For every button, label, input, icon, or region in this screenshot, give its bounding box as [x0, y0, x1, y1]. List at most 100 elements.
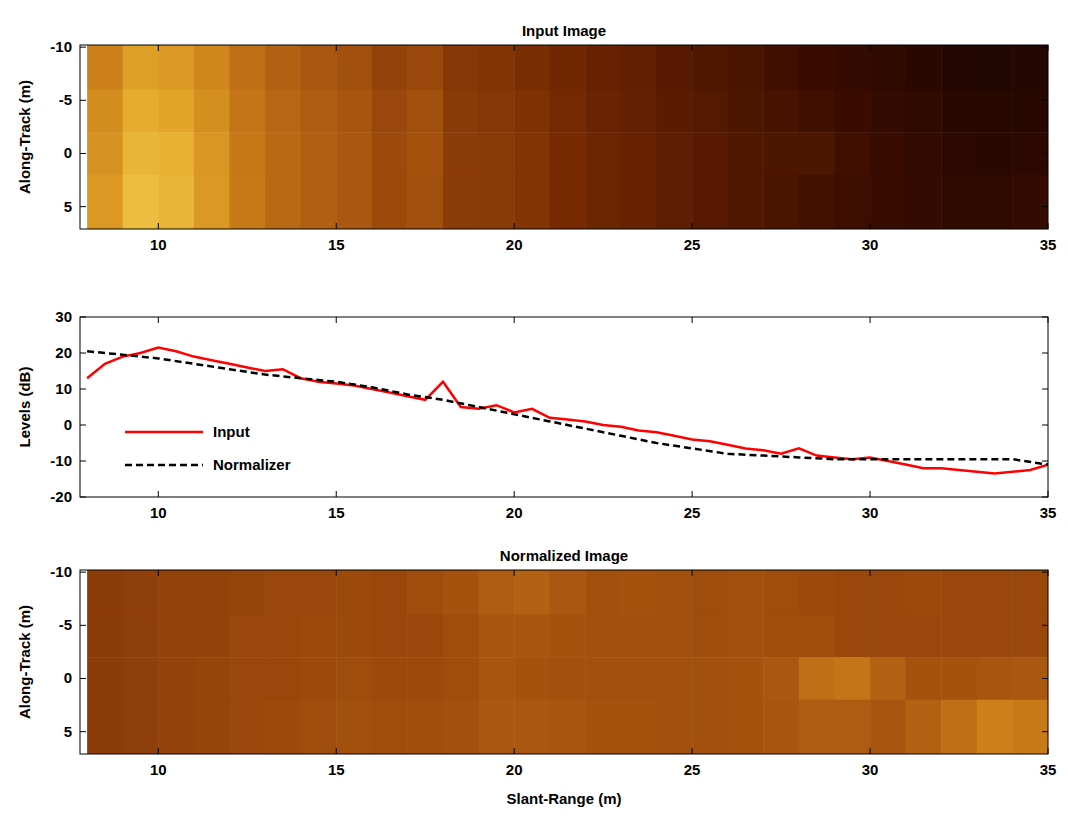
- heatmap-cell: [799, 132, 835, 175]
- heatmap-cell: [265, 570, 301, 615]
- y-tick: [80, 625, 86, 626]
- x-tick: [692, 45, 693, 51]
- x-tick-label: 10: [150, 236, 167, 253]
- heatmap-cell: [407, 175, 443, 229]
- heatmap-cell: [692, 132, 728, 175]
- heatmap-cell: [123, 657, 159, 700]
- x-tick-label: 25: [684, 236, 701, 253]
- heatmap-cell: [728, 700, 764, 754]
- heatmap-cell: [692, 45, 728, 90]
- heatmap-cell: [336, 175, 372, 229]
- x-tick: [692, 223, 693, 229]
- heatmap-cell: [657, 700, 693, 754]
- y-tick-label: -20: [50, 488, 72, 505]
- x-tick: [158, 748, 159, 754]
- heatmap-cell: [728, 570, 764, 615]
- y-tick: [80, 425, 86, 426]
- heatmap-cell: [479, 570, 515, 615]
- heatmap-cell: [906, 132, 942, 175]
- x-tick-label: 15: [328, 504, 345, 521]
- heatmap-cell: [799, 570, 835, 615]
- heatmap-cell: [941, 90, 977, 133]
- x-tick: [514, 491, 515, 497]
- y-tick: [1042, 625, 1048, 626]
- y-tick-label: 0: [64, 416, 72, 433]
- heatmap-cell: [906, 657, 942, 700]
- heatmap-cell: [763, 615, 799, 658]
- x-tick: [1048, 223, 1049, 229]
- heatmap-cell: [977, 175, 1013, 229]
- heatmap-cell: [728, 132, 764, 175]
- x-tick-label: 35: [1040, 761, 1057, 778]
- heatmap-cell: [229, 700, 265, 754]
- heatmap-cell: [977, 657, 1013, 700]
- heatmap-cell: [1012, 90, 1048, 133]
- y-tick: [1042, 353, 1048, 354]
- heatmap-cell: [550, 657, 586, 700]
- x-tick: [1048, 491, 1049, 497]
- heatmap-cell: [514, 175, 550, 229]
- heatmap-cell: [728, 657, 764, 700]
- heatmap-cell: [301, 90, 337, 133]
- heatmap-cell: [834, 45, 870, 90]
- x-tick: [1048, 317, 1049, 323]
- heatmap-cell: [692, 90, 728, 133]
- x-tick-label: 20: [506, 504, 523, 521]
- heatmap-cell: [123, 570, 159, 615]
- heatmap-cell: [1012, 657, 1048, 700]
- x-tick: [692, 317, 693, 323]
- x-tick: [336, 491, 337, 497]
- heatmap-cell: [1012, 615, 1048, 658]
- heatmap-cell: [977, 90, 1013, 133]
- panel-title: Input Image: [522, 22, 606, 39]
- x-tick-label: 10: [150, 504, 167, 521]
- heatmap-cell: [941, 700, 977, 754]
- y-tick: [1042, 47, 1048, 48]
- heatmap-cell: [443, 700, 479, 754]
- heatmap-cell: [728, 175, 764, 229]
- heatmap-cell: [407, 90, 443, 133]
- y-tick-label: -10: [50, 563, 72, 580]
- heatmap-cell: [621, 175, 657, 229]
- heatmap-cell: [834, 700, 870, 754]
- heatmap-cell: [194, 615, 230, 658]
- heatmap-cell: [336, 132, 372, 175]
- heatmap-cell: [550, 700, 586, 754]
- y-tick: [1042, 317, 1048, 318]
- heatmap-cell: [123, 90, 159, 133]
- heatmap-cell: [763, 90, 799, 133]
- heatmap-cell: [763, 570, 799, 615]
- heatmap-cell: [158, 90, 194, 133]
- x-tick: [336, 45, 337, 51]
- heatmap-cell: [657, 657, 693, 700]
- heatmap-cell: [870, 615, 906, 658]
- y-axis-title: Along-Track (m): [16, 605, 33, 719]
- heatmap-cell: [763, 657, 799, 700]
- heatmap-cell: [870, 90, 906, 133]
- heatmap-cell: [621, 657, 657, 700]
- y-tick: [1042, 153, 1048, 154]
- heatmap-cell: [372, 700, 408, 754]
- heatmap-cell: [906, 700, 942, 754]
- heatmap-cell: [336, 45, 372, 90]
- heatmap-cell: [301, 175, 337, 229]
- line-input: [87, 348, 1048, 474]
- heatmap-cell: [941, 175, 977, 229]
- heatmap-cell: [194, 570, 230, 615]
- x-tick: [158, 491, 159, 497]
- x-tick: [1048, 748, 1049, 754]
- heatmap-cell: [763, 45, 799, 90]
- heatmap-cell: [372, 570, 408, 615]
- x-tick: [1048, 570, 1049, 576]
- x-tick: [1048, 45, 1049, 51]
- heatmap-cell: [870, 700, 906, 754]
- heatmap-cell: [1012, 45, 1048, 90]
- heatmap-cell: [870, 45, 906, 90]
- x-tick: [158, 317, 159, 323]
- heatmap-cell: [194, 700, 230, 754]
- heatmap-cell: [372, 45, 408, 90]
- heatmap-cell: [1012, 700, 1048, 754]
- heatmap-cell: [550, 132, 586, 175]
- heatmap-cell: [799, 90, 835, 133]
- heatmap-cell: [158, 615, 194, 658]
